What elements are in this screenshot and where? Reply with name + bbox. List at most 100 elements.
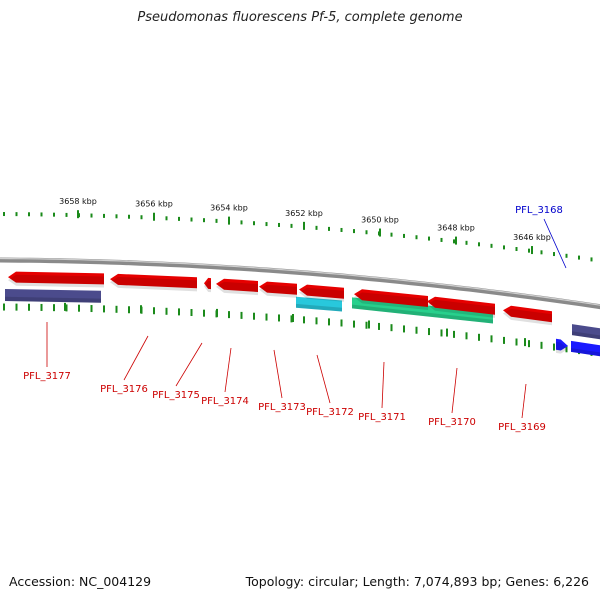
scale-label: 3654 kbp <box>210 204 248 213</box>
tick-inner <box>203 309 205 317</box>
feature-track <box>5 289 600 340</box>
reverse-gene-arrow <box>427 296 495 315</box>
scale-label: 3658 kbp <box>59 197 97 206</box>
tick-inner <box>515 338 518 346</box>
tick-inner <box>365 321 368 329</box>
tick-outer <box>553 252 555 257</box>
tick-inner <box>253 312 255 320</box>
other-feature-bar-shade <box>352 304 493 324</box>
tick-outer <box>90 213 93 218</box>
scale-label: 3656 kbp <box>135 200 173 209</box>
tick-inner <box>315 317 318 325</box>
gene-track <box>8 271 600 357</box>
gene-label-pfl_3173: PFL_3173 <box>258 402 306 413</box>
genome-backbone <box>0 257 600 310</box>
forward-gene-arrow-shade <box>556 341 568 354</box>
map-title: Pseudomonas fluorescens Pf-5, complete g… <box>137 10 463 25</box>
reverse-gene-arrow <box>204 277 211 290</box>
reverse-gene-arrow-shade <box>427 299 495 318</box>
tick-outer <box>465 240 468 245</box>
tick-inner <box>503 336 505 344</box>
tick-inner <box>328 318 330 326</box>
tick-outer <box>428 236 430 241</box>
tick-inner <box>153 307 155 315</box>
tick-inner <box>415 326 418 334</box>
tick-inner <box>178 308 180 316</box>
label-leader <box>123 335 149 381</box>
reverse-gene-arrow <box>299 284 344 299</box>
tick-inner <box>15 303 18 311</box>
reverse-gene-arrow <box>259 281 297 295</box>
gene-label-pfl_3169: PFL_3169 <box>498 422 546 433</box>
tick-outer <box>103 213 105 218</box>
major-tick <box>455 236 457 245</box>
reverse-gene-arrow <box>110 273 197 289</box>
label-leader <box>224 347 232 393</box>
tick-outer <box>253 221 255 226</box>
tick-outer <box>178 216 180 221</box>
major-tick <box>216 308 218 317</box>
tick-outer <box>240 220 243 225</box>
tick-inner <box>353 320 355 328</box>
tick-outer <box>3 212 5 217</box>
gene-label-pfl_3177: PFL_3177 <box>23 371 71 382</box>
reverse-gene-arrow-shade <box>216 281 258 296</box>
reverse-gene-arrow-shade <box>259 284 297 298</box>
label-leader <box>175 342 203 387</box>
major-tick <box>303 221 305 230</box>
backbone-highlight <box>0 257 600 306</box>
gene-label-pfl_3168: PFL_3168 <box>515 205 563 216</box>
tick-outer <box>15 212 18 217</box>
tick-outer <box>328 226 330 231</box>
accession-text: Accession: NC_004129 <box>9 574 152 589</box>
reverse-gene-arrow <box>354 289 428 307</box>
scale-labels: 3658 kbp 3656 kbp 3654 kbp 3652 kbp 3650 kbp… <box>59 197 551 242</box>
tick-inner <box>465 332 468 340</box>
tick-outer <box>140 215 143 220</box>
label-leader <box>273 349 283 399</box>
tick-outer <box>128 214 130 219</box>
tick-inner <box>390 324 393 332</box>
tick-outer <box>40 212 43 217</box>
forward-gene-arrow <box>556 338 568 351</box>
tick-outer <box>278 222 280 227</box>
tick-inner <box>290 315 293 323</box>
tick-inner <box>340 319 343 327</box>
tick-inner <box>240 311 243 319</box>
other-feature-bar <box>352 297 493 324</box>
tick-outer <box>53 212 55 217</box>
tick-inner <box>565 345 568 353</box>
scale-ticks <box>3 210 593 356</box>
tick-inner <box>90 305 93 313</box>
scale-label: 3650 kbp <box>361 216 399 225</box>
label-leader <box>521 383 527 419</box>
tick-inner <box>265 313 268 321</box>
reverse-gene-arrow <box>503 305 552 323</box>
tick-inner <box>540 341 543 349</box>
forward-gene-bar <box>571 340 600 357</box>
tick-outer <box>340 227 343 232</box>
gene-label-pfl_3170: PFL_3170 <box>428 417 476 428</box>
scale-label: 3648 kbp <box>437 224 475 233</box>
major-tick <box>140 305 142 314</box>
reverse-gene-arrow <box>8 271 104 285</box>
tick-inner <box>428 328 430 336</box>
tick-outer <box>528 248 530 253</box>
tick-outer <box>503 245 505 250</box>
major-tick <box>228 216 230 225</box>
reverse-gene-arrow-shade <box>204 281 211 293</box>
tick-inner <box>440 329 443 337</box>
tick-outer <box>490 243 493 248</box>
major-tick <box>446 328 448 337</box>
tick-outer <box>515 247 518 252</box>
tick-outer <box>440 237 443 242</box>
reverse-gene-arrow <box>216 278 258 292</box>
tick-outer <box>540 250 543 255</box>
tick-outer <box>403 233 405 238</box>
tick-inner <box>165 307 168 315</box>
reverse-gene-arrow-shade <box>503 308 552 326</box>
reverse-gene-arrow-shade <box>299 287 344 302</box>
tick-inner <box>228 311 230 319</box>
forward-gene-bar-shade <box>571 348 600 357</box>
